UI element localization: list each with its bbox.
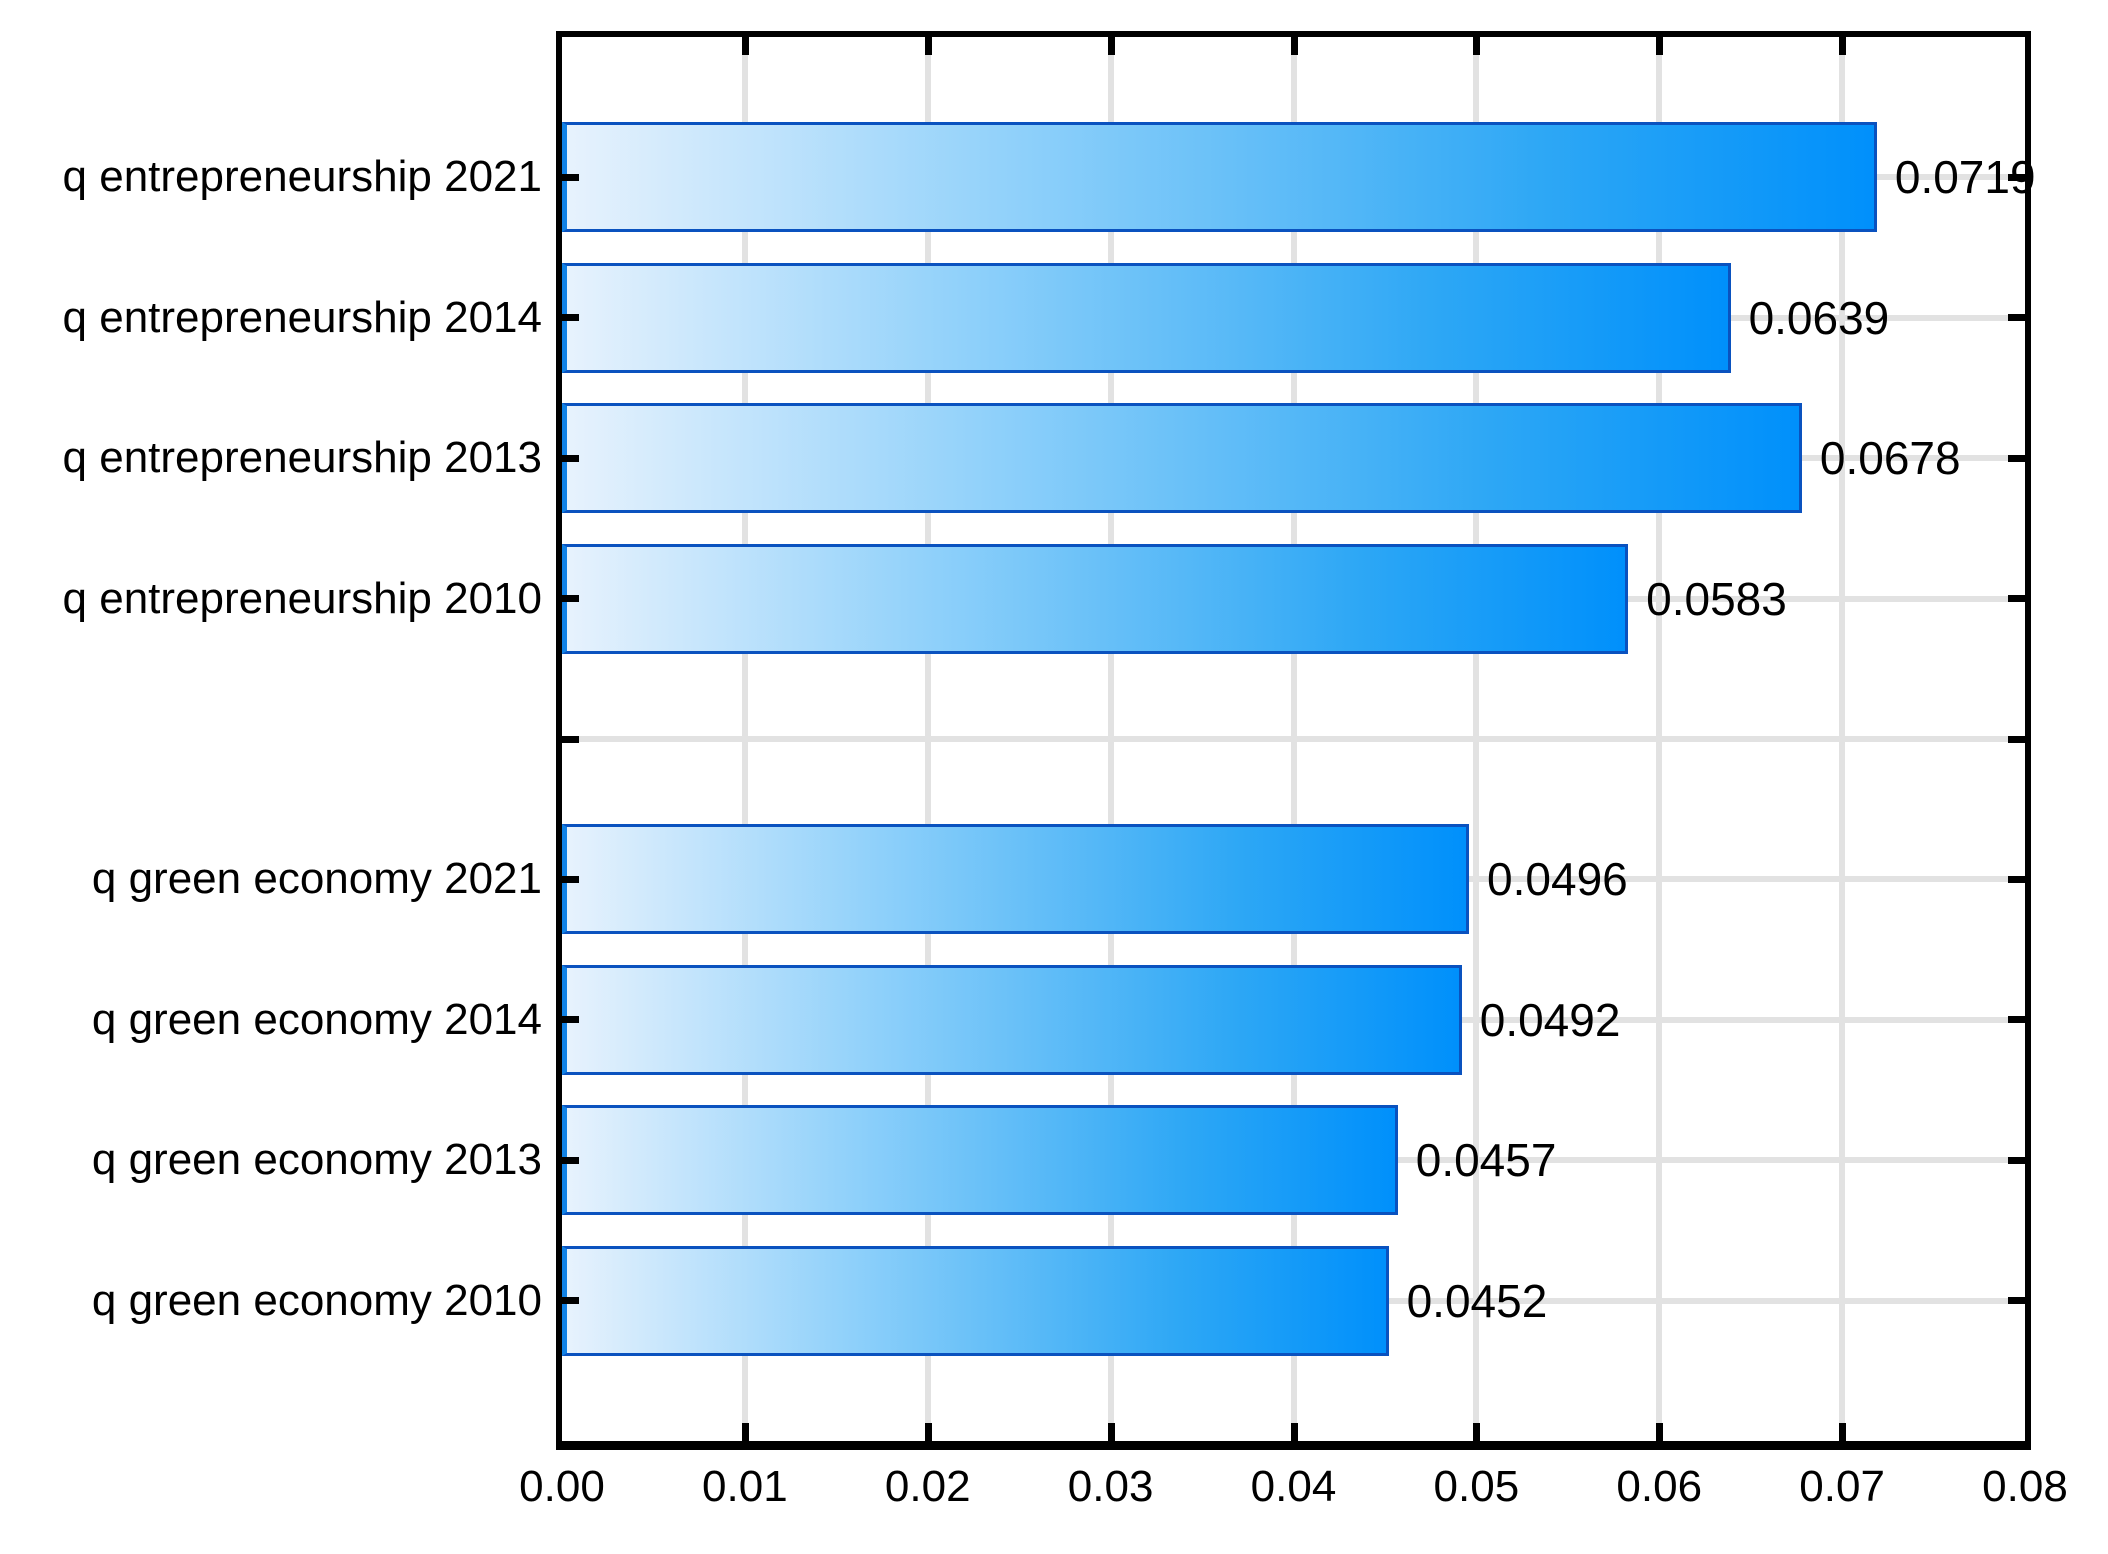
y-tick-right bbox=[2008, 735, 2025, 743]
bar-value-label: 0.0496 bbox=[1487, 853, 1628, 906]
y-tick-left bbox=[562, 875, 579, 883]
x-tick-bottom bbox=[1107, 1423, 1115, 1441]
bar bbox=[562, 1245, 1389, 1356]
bar bbox=[562, 122, 1877, 233]
x-tick-bottom bbox=[1656, 1423, 1664, 1441]
bar-value-label: 0.0583 bbox=[1646, 572, 1787, 625]
x-tick-label: 0.08 bbox=[1982, 1462, 2068, 1511]
x-tick-top bbox=[741, 37, 749, 55]
y-tick-right bbox=[2008, 173, 2025, 181]
x-tick-top bbox=[924, 37, 932, 55]
y-gridline bbox=[562, 736, 2025, 742]
bar bbox=[562, 964, 1462, 1075]
category-label: q entrepreneurship 2010 bbox=[62, 573, 542, 623]
x-tick-bottom bbox=[1473, 1423, 1481, 1441]
y-tick-left bbox=[562, 314, 579, 322]
y-tick-right bbox=[2008, 1156, 2025, 1164]
y-tick-right bbox=[2008, 595, 2025, 603]
x-tick-label: 0.05 bbox=[1433, 1462, 1520, 1511]
x-tick-bottom bbox=[1290, 1423, 1298, 1441]
x-tick-label: 0.04 bbox=[1250, 1462, 1337, 1511]
x-tick-top bbox=[1656, 37, 1664, 55]
bar-value-label: 0.0719 bbox=[1894, 151, 2036, 204]
bar-value-label: 0.0492 bbox=[1479, 993, 1621, 1046]
bar-value-label: 0.0639 bbox=[1748, 291, 1890, 344]
x-tick-label: 0.00 bbox=[519, 1462, 605, 1511]
category-label: q green economy 2010 bbox=[91, 1275, 542, 1325]
category-label: q entrepreneurship 2013 bbox=[62, 433, 542, 483]
bar bbox=[562, 543, 1629, 654]
x-tick-top bbox=[1839, 37, 1847, 55]
x-tick-bottom bbox=[1839, 1423, 1847, 1441]
y-tick-left bbox=[562, 173, 579, 181]
bar bbox=[562, 1105, 1398, 1216]
y-tick-left bbox=[562, 1297, 579, 1305]
y-tick-left bbox=[562, 595, 579, 603]
bar-value-label: 0.0457 bbox=[1415, 1134, 1557, 1187]
y-tick-right bbox=[2008, 1016, 2025, 1024]
x-tick-label: 0.03 bbox=[1067, 1462, 1154, 1511]
bar-value-label: 0.0452 bbox=[1406, 1274, 1548, 1327]
category-label: q green economy 2013 bbox=[91, 1135, 542, 1185]
category-label: q entrepreneurship 2014 bbox=[62, 292, 542, 342]
x-tick-label: 0.06 bbox=[1616, 1462, 1703, 1511]
category-label: q green economy 2021 bbox=[91, 854, 542, 904]
x-tick-label: 0.07 bbox=[1799, 1462, 1885, 1511]
bar bbox=[562, 403, 1802, 514]
x-tick-bottom bbox=[924, 1423, 932, 1441]
bar bbox=[562, 262, 1731, 373]
bar bbox=[562, 824, 1470, 935]
y-tick-right bbox=[2008, 875, 2025, 883]
y-tick-left bbox=[562, 1016, 579, 1024]
x-tick-label: 0.02 bbox=[884, 1462, 971, 1511]
y-tick-right bbox=[2008, 314, 2025, 322]
x-tick-bottom bbox=[741, 1423, 749, 1441]
bar-value-label: 0.0678 bbox=[1819, 432, 1961, 485]
x-tick-top bbox=[1290, 37, 1298, 55]
y-tick-right bbox=[2008, 454, 2025, 462]
y-tick-left bbox=[562, 1156, 579, 1164]
plot-area: 0.0719 0.0639 0.0678 0.0583 0.0496 0.0492 0.04… bbox=[556, 31, 2036, 1450]
category-label: q entrepreneurship 2021 bbox=[62, 152, 542, 202]
category-label: q green economy 2014 bbox=[91, 994, 542, 1044]
y-tick-right bbox=[2008, 1297, 2025, 1305]
y-tick-left bbox=[562, 454, 579, 462]
y-tick-left bbox=[562, 735, 579, 743]
x-tick-top bbox=[1473, 37, 1481, 55]
x-tick-top bbox=[1107, 37, 1115, 55]
x-tick-label: 0.01 bbox=[702, 1462, 788, 1511]
